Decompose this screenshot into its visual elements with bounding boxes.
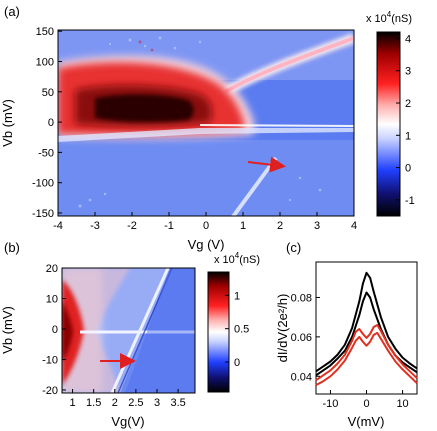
a-ytick-label: -50 — [38, 147, 54, 159]
a-xtick-label: -1 — [164, 220, 174, 232]
heatmap-a — [57, 29, 355, 217]
colorbar-a-tick-label: -1 — [405, 195, 415, 207]
a-ytick-label: -100 — [32, 178, 54, 190]
b-ytick-label: 0 — [52, 324, 58, 336]
a-xtick-label: 1 — [240, 220, 246, 232]
colorbar-b-tick-label: 0.5 — [234, 324, 249, 336]
panel-label-c: (c) — [286, 240, 301, 255]
colorbar-a-tick-label: 0 — [405, 163, 411, 175]
panel-label-b: (b) — [4, 240, 20, 255]
colorbar-a: 4 3 2 1 0 -1 x 104(nS) — [366, 10, 415, 217]
arrow-a — [247, 156, 286, 173]
colorbar-a-tick-label: 4 — [405, 33, 411, 45]
xlabel-a: Vg (V) — [188, 237, 225, 252]
a-xtick-label: 2 — [277, 220, 283, 232]
axes-b: 1 1.5 2 2.5 3 3.5 20 10 0 -10 -20 — [42, 263, 186, 409]
b-ytick-label: -20 — [42, 385, 58, 397]
c-xtick-label: 0 — [363, 398, 369, 410]
colorbar-a-tick-label: 3 — [405, 66, 411, 78]
b-xtick-label: 3 — [154, 397, 160, 409]
plot-c — [315, 261, 418, 395]
a-xtick-label: 4 — [351, 220, 357, 232]
a-ytick-label: 150 — [36, 26, 54, 38]
b-ytick-label: 10 — [46, 293, 58, 305]
b-xtick-label: 1.5 — [86, 397, 101, 409]
b-ytick-label: -10 — [42, 354, 58, 366]
colorbar-a-scale: x 104(nS) — [366, 10, 412, 25]
colorbar-a-tick-label: 1 — [405, 130, 411, 142]
c-ytick-label: 0.08 — [291, 292, 312, 304]
c-xtick-label: 10 — [396, 398, 408, 410]
a-ytick-label: 0 — [48, 117, 54, 129]
xlabel-c: V(mV) — [348, 414, 385, 429]
colorbar-b: 1 0.5 0 x 104(nS) — [207, 251, 260, 393]
a-xtick-label: -3 — [90, 220, 100, 232]
series-line-1 — [315, 271, 418, 373]
ylabel-a: Vb (mV) — [0, 99, 15, 147]
c-ytick-label: 0.04 — [291, 371, 312, 383]
a-xtick-label: 3 — [314, 220, 320, 232]
heatmap-b — [61, 267, 196, 394]
a-ytick-label: 50 — [42, 87, 54, 99]
c-ytick-label: 0.06 — [291, 332, 312, 344]
colorbar-b-tick-label: 0 — [234, 357, 240, 369]
b-ytick-label: 20 — [46, 263, 58, 275]
colorbar-b-scale: x 104(nS) — [214, 251, 260, 266]
b-xtick-label: 1 — [69, 397, 75, 409]
c-xtick-label: -10 — [322, 398, 338, 410]
b-xtick-label: 2 — [112, 397, 118, 409]
series-line-4 — [315, 331, 418, 386]
colorbar-a-tick-label: 2 — [405, 98, 411, 110]
ylabel-b: Vb (mV) — [0, 306, 15, 354]
series-line-3 — [315, 324, 418, 382]
b-xtick-label: 2.5 — [128, 397, 143, 409]
a-ytick-label: 100 — [36, 57, 54, 69]
a-xtick-label: 0 — [203, 220, 209, 232]
a-xtick-label: -4 — [53, 220, 63, 232]
b-xtick-label: 3.5 — [170, 397, 185, 409]
axes-a: -4 -3 -2 -1 0 1 2 3 4 150 100 50 0 -50 -100 -150 — [32, 26, 357, 232]
colorbar-b-tick-label: 1 — [234, 290, 240, 302]
axes-c: -10 0 10 0.08 0.06 0.04 — [291, 292, 409, 410]
xlabel-b: Vg(V) — [111, 414, 144, 429]
a-ytick-label: -150 — [32, 208, 54, 220]
ylabel-c: dI/dV(2e²/h) — [275, 294, 290, 363]
panel-label-a: (a) — [4, 4, 20, 19]
a-xtick-label: -2 — [127, 220, 137, 232]
